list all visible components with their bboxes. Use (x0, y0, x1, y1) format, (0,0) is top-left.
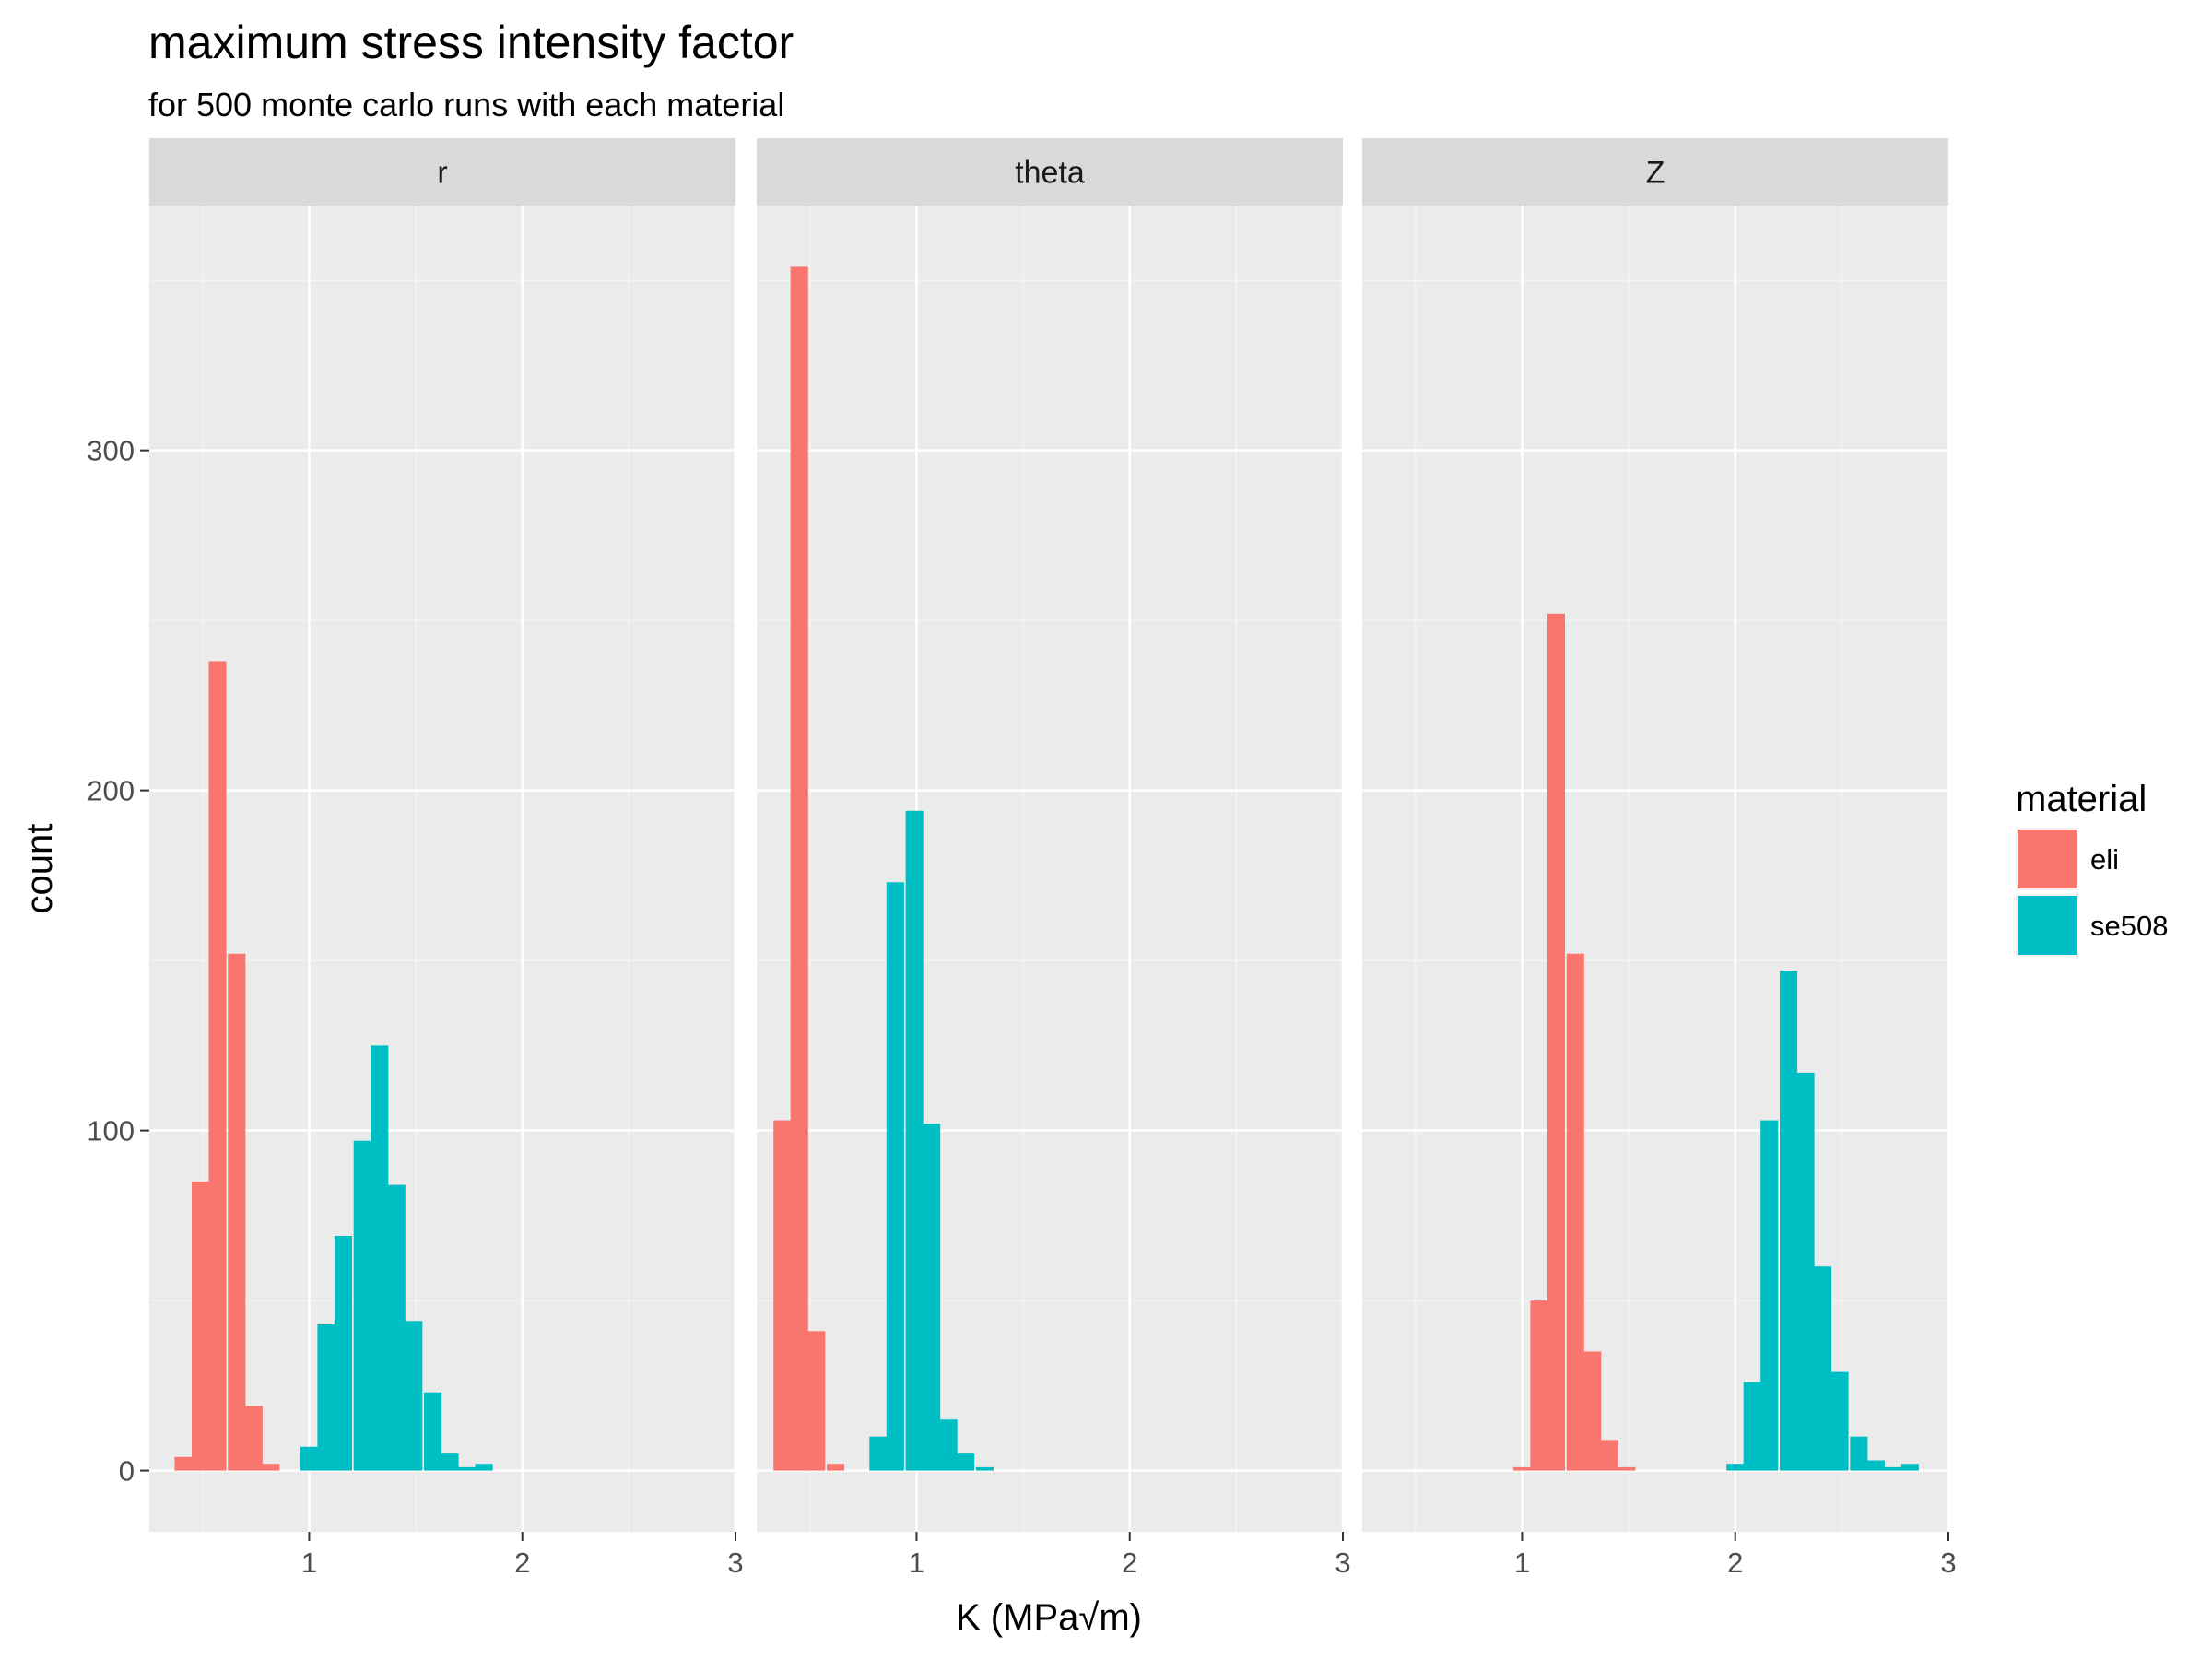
histogram-bar (1850, 1436, 1868, 1471)
legend-label: eli (2090, 843, 2119, 876)
y-axis-title: count (19, 824, 60, 914)
histogram-bar (773, 1120, 792, 1471)
panel-background (149, 206, 735, 1532)
histogram-bar (1743, 1382, 1761, 1471)
histogram-bar (244, 1406, 263, 1471)
x-tick-label: 1 (909, 1547, 924, 1579)
histogram-bar (317, 1324, 335, 1471)
histogram-bar (869, 1436, 888, 1471)
facet-strip-label: theta (1015, 156, 1085, 191)
y-tick-label: 100 (87, 1115, 135, 1147)
histogram-bar (1618, 1466, 1636, 1471)
histogram-bar (975, 1466, 994, 1471)
histogram-bar (174, 1456, 193, 1471)
x-tick-label: 2 (1122, 1547, 1137, 1579)
y-tick-label: 300 (87, 435, 135, 467)
histogram-bar (1583, 1351, 1602, 1471)
histogram-bar (334, 1235, 353, 1471)
histogram-bar (387, 1184, 406, 1471)
histogram-bar (208, 661, 227, 1471)
histogram-bar (1760, 1120, 1779, 1471)
x-tick-label: 1 (1514, 1547, 1530, 1579)
panel-background (1362, 206, 1948, 1532)
x-tick-label: 2 (1727, 1547, 1743, 1579)
histogram-bar (191, 1181, 210, 1471)
histogram-bar (405, 1321, 423, 1471)
facet-strip-label: r (437, 156, 447, 191)
facet-strip (757, 138, 1343, 206)
histogram-bar (424, 1392, 442, 1471)
histogram-bar (1830, 1371, 1849, 1471)
histogram-bar (1547, 613, 1566, 1471)
histogram-bar (371, 1045, 389, 1471)
legend-key-swatch (2018, 830, 2077, 888)
chart-subtitle: for 500 monte carlo runs with each mater… (148, 86, 785, 124)
histogram-bar (827, 1464, 845, 1471)
chart-title: maximum stress intensity factor (148, 17, 794, 68)
x-tick-label: 3 (1940, 1547, 1956, 1579)
legend-label: se508 (2090, 910, 2168, 942)
y-tick-label: 200 (87, 775, 135, 807)
histogram-bar (1866, 1460, 1885, 1471)
histogram-bar (807, 1331, 826, 1471)
histogram-bar (1796, 1072, 1815, 1471)
facet-strip (149, 138, 735, 206)
x-tick-label: 3 (1335, 1547, 1350, 1579)
histogram-bar (1530, 1300, 1548, 1471)
histogram-bar (923, 1124, 941, 1471)
histogram-bar (300, 1446, 319, 1471)
histogram-bar (1900, 1464, 1919, 1471)
legend-key-swatch (2018, 896, 2077, 955)
x-tick-label: 2 (514, 1547, 530, 1579)
histogram-bar (886, 882, 904, 1471)
histogram-bar (905, 810, 924, 1471)
facet-strip (1362, 138, 1948, 206)
histogram-bar (441, 1453, 459, 1471)
histogram-bar (1779, 971, 1798, 1471)
histogram-bar (1813, 1266, 1832, 1471)
histogram-bar (939, 1419, 958, 1471)
histogram-bar (262, 1464, 280, 1471)
legend-title: material (2016, 779, 2147, 819)
facet-strip-label: Z (1646, 156, 1665, 191)
x-axis-title: K (MPa√m) (956, 1597, 1142, 1638)
histogram-bar (1566, 953, 1584, 1471)
y-tick-label: 0 (119, 1455, 135, 1488)
panel-background (757, 206, 1343, 1532)
histogram-bar (957, 1453, 975, 1471)
histogram-bar (353, 1140, 371, 1471)
x-tick-label: 1 (301, 1547, 317, 1579)
histogram-bar (475, 1464, 493, 1471)
x-tick-label: 3 (727, 1547, 743, 1579)
histogram-bar (790, 266, 808, 1471)
histogram-bar (458, 1466, 477, 1471)
histogram-bar (228, 953, 246, 1471)
histogram-bar (1600, 1440, 1618, 1471)
histogram-bar (1726, 1464, 1745, 1471)
histogram-bar (1884, 1466, 1902, 1471)
histogram-bar (1512, 1466, 1532, 1471)
